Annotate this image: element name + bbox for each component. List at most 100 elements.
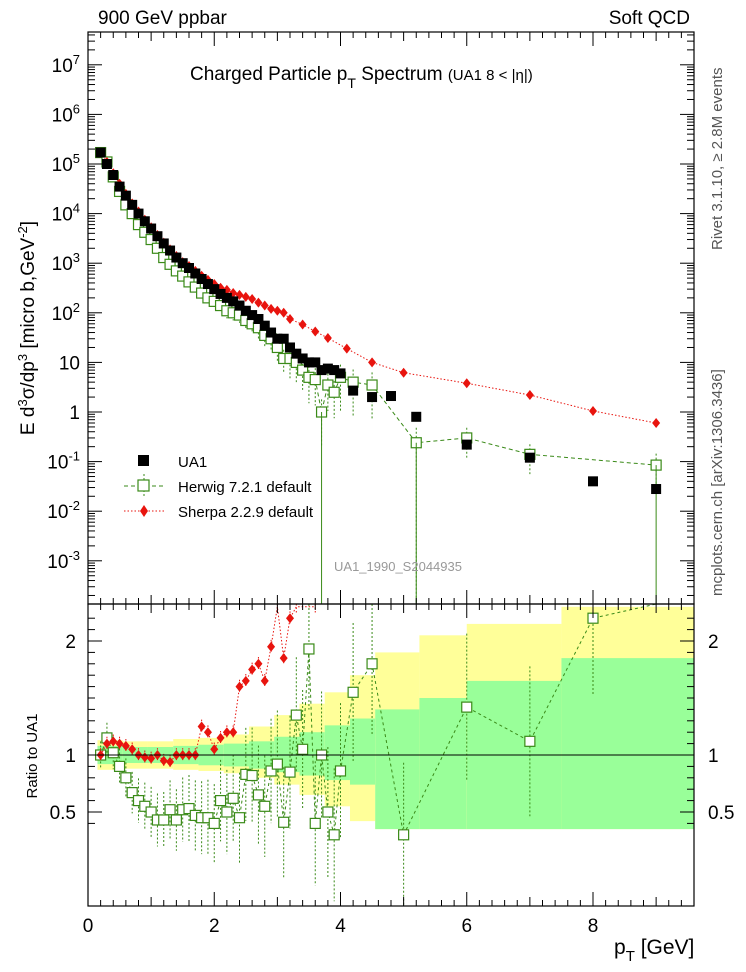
ua1-point (310, 357, 321, 368)
ratio-herwig-point (214, 794, 227, 807)
ua1-point (285, 342, 295, 353)
ua1-point (461, 439, 472, 450)
herwig-point (164, 258, 176, 270)
sherpa-point (589, 405, 597, 416)
herwig-point (189, 281, 201, 293)
ratio-herwig-point (461, 701, 473, 713)
ua1-point (101, 159, 112, 169)
x-tick-label: 0 (83, 916, 94, 937)
ratio-herwig-point (120, 772, 132, 784)
ua1-point (367, 392, 378, 403)
y-tick-label: 105 (52, 151, 80, 176)
ratio-sherpa-point (115, 738, 124, 749)
sherpa-series (96, 147, 661, 429)
sherpa-point (273, 305, 282, 316)
ratio-herwig-point (309, 817, 321, 830)
y-tick-label: 10-2 (47, 498, 80, 523)
ua1-point (329, 365, 340, 376)
ua1-point (291, 348, 302, 359)
y-tick-label: 10 (59, 353, 80, 374)
herwig-series (95, 146, 662, 604)
ratio-herwig-point (334, 765, 347, 777)
ratio-herwig-point (113, 760, 126, 773)
y-axis-label: E d3σ/dp3 [micro b,GeV-2] (15, 221, 39, 435)
y-tick-label: 10-3 (47, 548, 80, 573)
ratio-sherpa-point (267, 641, 276, 652)
ratio-y-tick-label: 1 (65, 746, 76, 767)
ua1-point (165, 245, 176, 256)
sherpa-point (342, 343, 351, 354)
ratio-sherpa-point (166, 756, 175, 767)
ratio-sherpa-point (216, 732, 225, 743)
sherpa-point (254, 297, 263, 308)
ua1-point (95, 147, 106, 158)
axis-ticks: 0 2 4 6 8 10-3 10-2 10-1 1 10 102 103 104 105 106 107 0.… (47, 32, 734, 937)
ratio-herwig-point (145, 806, 157, 818)
header-left: 900 GeV ppbar (98, 8, 228, 29)
ratio-herwig-point (132, 794, 145, 807)
analysis-watermark: UA1_1990_S2044935 (334, 559, 462, 574)
sherpa-point (525, 390, 534, 401)
legend-marker-sherpa (140, 505, 148, 517)
sherpa-point (323, 333, 332, 344)
ratio-herwig-point (297, 743, 309, 755)
ua1-point (386, 391, 396, 402)
x-tick-label: 8 (588, 916, 599, 937)
sherpa-point (248, 293, 257, 304)
header-right: Soft QCD (609, 8, 690, 29)
ratio-y-tick-label-right: 1 (708, 746, 719, 767)
ua1-point (196, 274, 207, 285)
ratio-herwig-point (398, 829, 410, 841)
ratio-sherpa-point (210, 744, 219, 755)
ua1-point (278, 333, 289, 344)
ua1-point (139, 216, 150, 227)
sherpa-point (462, 378, 471, 389)
ratio-herwig-point (347, 686, 359, 698)
ratio-herwig-point (139, 800, 151, 812)
y-tick-label: 104 (52, 201, 80, 226)
herwig-point (322, 379, 334, 391)
sherpa-point (368, 357, 377, 368)
ua1-point (108, 170, 119, 181)
ua1-point (228, 296, 239, 307)
ratio-herwig-point (259, 800, 271, 812)
y-tick-label: 106 (52, 101, 80, 126)
ua1-point (348, 385, 359, 396)
y-tick-label: 1 (69, 403, 80, 424)
herwig-point (309, 374, 321, 386)
ratio-herwig-point (158, 814, 170, 826)
ratio-herwig-point (366, 658, 378, 670)
ratio-sherpa-point (109, 736, 118, 747)
legend-marker-herwig (137, 479, 150, 492)
ratio-herwig-point (303, 643, 315, 655)
ratio-sherpa-series (96, 604, 316, 769)
ratio-herwig-point (322, 806, 334, 818)
ua1-point (184, 263, 194, 274)
ratio-herwig-series (95, 603, 657, 906)
ratio-y-tick-label-right: 2 (708, 632, 719, 653)
ratio-sherpa-point (241, 675, 250, 686)
sherpa-point (399, 367, 408, 378)
herwig-point (271, 341, 283, 354)
sherpa-point (241, 291, 250, 302)
ratio-uncertainty-bands (97, 606, 694, 830)
herwig-point (366, 379, 378, 391)
ua1-point (272, 333, 283, 344)
ratio-sherpa-point (102, 738, 111, 749)
ua1-series (95, 147, 662, 495)
legend-label-sherpa: Sherpa 2.2.9 default (178, 504, 314, 521)
sherpa-point (286, 313, 294, 324)
ua1-point (322, 363, 333, 374)
ua1-point (259, 320, 270, 331)
ratio-sherpa-point (279, 653, 288, 664)
ratio-herwig-point (271, 758, 283, 770)
ua1-point (146, 223, 157, 234)
ratio-sherpa-point (128, 744, 137, 755)
ua1-point (240, 305, 251, 316)
y-tick-label: 103 (52, 250, 80, 275)
ratio-y-tick-label: 0.5 (50, 803, 76, 824)
sherpa-point (652, 418, 661, 429)
ratio-herwig-point (252, 789, 265, 801)
herwig-point (297, 364, 309, 376)
ratio-band-inner (419, 698, 467, 830)
